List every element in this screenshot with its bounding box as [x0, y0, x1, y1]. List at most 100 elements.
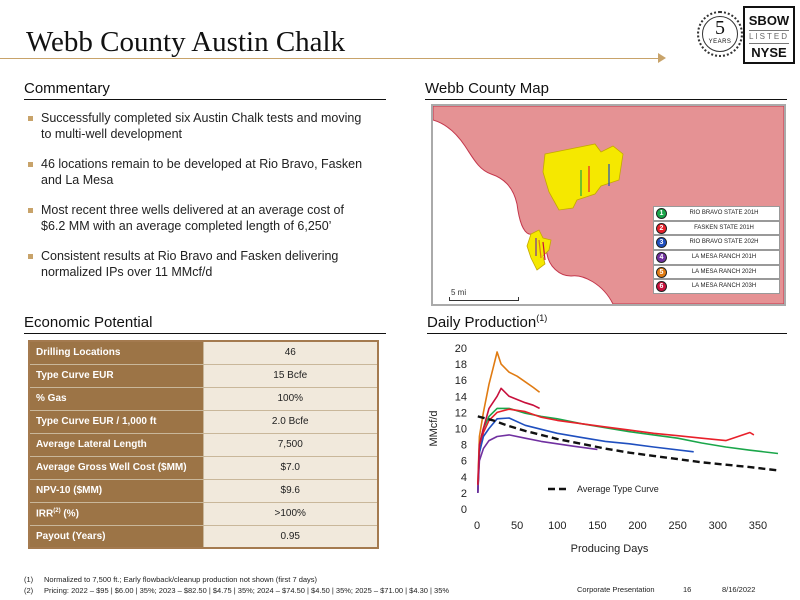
legend-dot-2: 2: [656, 222, 667, 234]
y-tick-label: 18: [455, 359, 467, 371]
page-title: Webb County Austin Chalk: [26, 26, 346, 58]
x-axis-label: Producing Days: [571, 543, 649, 555]
row-label: Drilling Locations: [28, 340, 204, 365]
commentary-bullet: 46 locations remain to be developed at R…: [26, 156, 371, 188]
x-tick-label: 200: [628, 520, 646, 532]
row-value: $9.6: [202, 478, 379, 503]
row-value: 7,500: [202, 432, 379, 457]
table-row: Average Gross Well Cost ($MM) $7.0: [28, 455, 379, 480]
table-row: Drilling Locations 46: [28, 340, 379, 365]
map-legend: 1 RIO BRAVO STATE 201H 2 FASKEN STATE 20…: [653, 206, 780, 295]
row-value: 15 Bcfe: [202, 363, 379, 388]
legend-label: FASKEN STATE 201H: [694, 224, 754, 231]
exchange-name: NYSE: [751, 45, 787, 60]
map-scale-bar: [449, 297, 519, 301]
years-word: YEARS: [708, 39, 732, 45]
x-tick-label: 350: [749, 520, 767, 532]
commentary-header: Commentary: [24, 80, 386, 100]
well-series-line-3: [477, 417, 694, 493]
years-number: 5: [715, 17, 725, 39]
legend-dot-5: 5: [656, 266, 667, 278]
y-tick-label: 14: [455, 391, 467, 403]
table-row: Average Lateral Length 7,500: [28, 432, 379, 457]
map-legend-item: 3 RIO BRAVO STATE 202H: [653, 235, 780, 251]
row-value: 46: [202, 340, 379, 365]
legend-label: LA MESA RANCH 201H: [691, 254, 757, 261]
x-tick-label: 300: [709, 520, 727, 532]
irr-footnote-ref: (2): [53, 507, 61, 514]
production-footnote-ref: (1): [536, 313, 548, 323]
row-value: 100%: [202, 386, 379, 411]
well-series-line-1: [477, 407, 779, 493]
years-badge-inner: 5 YEARS: [702, 16, 738, 52]
type-curve-line: [477, 415, 779, 472]
y-tick-label: 6: [461, 456, 467, 468]
map-header: Webb County Map: [425, 80, 787, 100]
x-tick-label: 0: [474, 520, 480, 532]
legend-label: RIO BRAVO STATE 201H: [689, 210, 759, 216]
footnote-text: Pricing: 2022 – $95 | $6.00 | 35%; 2023 …: [44, 586, 450, 595]
irr-label-suffix: (%): [60, 508, 79, 520]
row-label: Payout (Years): [28, 524, 204, 549]
row-label-irr: IRR(2) (%): [28, 501, 204, 526]
legend-dot-1: 1: [656, 208, 667, 219]
y-tick-label: 2: [461, 488, 467, 500]
nyse-listed-logo: SBOW LISTED NYSE: [743, 6, 795, 64]
footnote-number: (1): [24, 575, 34, 584]
commentary-bullet: Successfully completed six Austin Chalk …: [26, 110, 371, 142]
row-value: 0.95: [202, 524, 379, 549]
commentary-bullet: Consistent results at Rio Bravo and Fask…: [26, 248, 371, 280]
footer-label: Corporate Presentation: [577, 585, 655, 594]
x-tick-label: 50: [511, 520, 523, 532]
y-tick-label: 10: [455, 424, 467, 436]
y-tick-label: 4: [461, 472, 467, 484]
x-tick-label: 100: [548, 520, 566, 532]
table-row: Type Curve EUR / 1,000 ft 2.0 Bcfe: [28, 409, 379, 434]
title-divider: [0, 58, 664, 59]
row-value: $7.0: [202, 455, 379, 480]
commentary-bullets: Successfully completed six Austin Chalk …: [26, 110, 371, 294]
legend-dot-4: 4: [656, 252, 667, 264]
footer-date: 8/16/2022: [722, 585, 756, 594]
row-label: NPV-10 ($MM): [28, 478, 204, 503]
table-row: IRR(2) (%) >100%: [28, 501, 379, 526]
footnote-2: (2) Pricing: 2022 – $95 | $6.00 | 35%; 20…: [24, 585, 449, 596]
map-legend-item: 5 LA MESA RANCH 202H: [653, 264, 780, 280]
map-legend-item: 4 LA MESA RANCH 201H: [653, 250, 780, 265]
footnote-text: Normalized to 7,500 ft.; Early flowback/…: [44, 575, 318, 584]
years-listed-badge: 5 YEARS: [697, 11, 743, 57]
row-value: 2.0 Bcfe: [202, 409, 379, 434]
well-series-line-2: [477, 408, 755, 493]
x-tick-label: 250: [668, 520, 686, 532]
footnotes: (1) Normalized to 7,500 ft.; Early flowba…: [24, 574, 449, 596]
irr-label: IRR: [36, 508, 54, 520]
y-tick-label: 0: [461, 504, 467, 516]
daily-production-header: Daily Production(1): [427, 313, 787, 334]
map-legend-item: 6 LA MESA RANCH 203H: [653, 279, 780, 295]
table-row: % Gas 100%: [28, 386, 379, 411]
legend-dot-6: 6: [656, 281, 667, 293]
footnote-number: (2): [24, 586, 34, 595]
table-row: Payout (Years) 0.95: [28, 524, 379, 549]
well-series-line-5: [477, 351, 541, 485]
well-series-line-6: [477, 387, 540, 485]
map-legend-item: 1 RIO BRAVO STATE 201H: [653, 206, 780, 221]
listed-word: LISTED: [749, 30, 789, 44]
legend-label: RIO BRAVO STATE 202H: [689, 239, 759, 246]
acreage-la-mesa: [526, 229, 552, 271]
production-header-text: Daily Production: [427, 314, 537, 331]
y-tick-label: 12: [455, 407, 467, 419]
footnote-1: (1) Normalized to 7,500 ft.; Early flowba…: [24, 574, 449, 585]
row-value: >100%: [202, 501, 379, 526]
table-row: Type Curve EUR 15 Bcfe: [28, 363, 379, 388]
y-tick-label: 20: [455, 343, 467, 355]
well-series-line-4: [477, 434, 598, 493]
legend-dot-3: 3: [656, 237, 667, 249]
map-legend-item: 2 FASKEN STATE 201H: [653, 220, 780, 236]
row-label: Average Lateral Length: [28, 432, 204, 457]
map-scale-label: 5 mi: [451, 288, 467, 297]
ticker-symbol: SBOW: [748, 13, 790, 28]
x-tick-label: 150: [588, 520, 606, 532]
row-label: Type Curve EUR / 1,000 ft: [28, 409, 204, 434]
